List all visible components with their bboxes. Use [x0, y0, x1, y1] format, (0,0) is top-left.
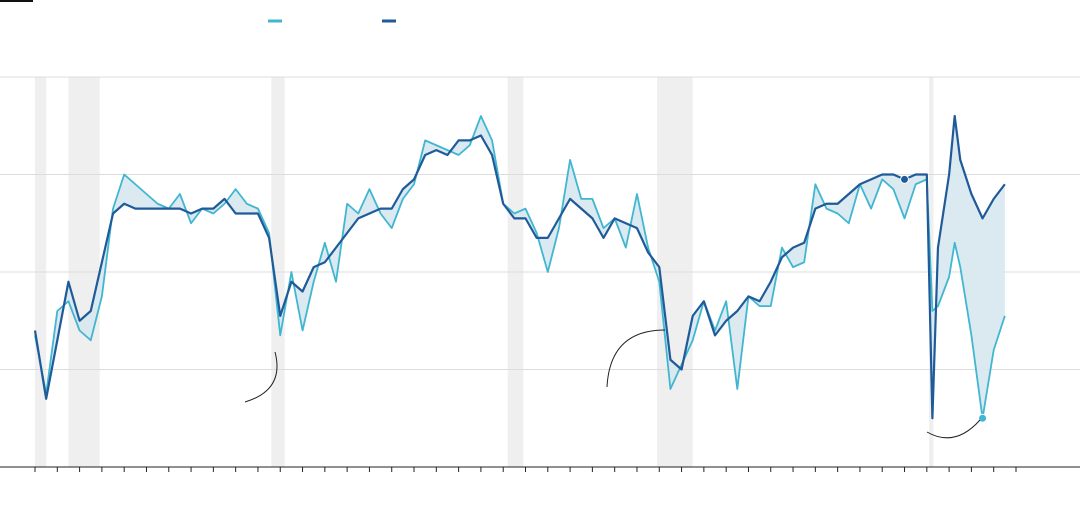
highlight-dot	[978, 413, 988, 423]
series-line	[33, 114, 1006, 420]
series-line	[34, 115, 1006, 420]
highlight-dot	[900, 174, 910, 184]
annotation-arc	[244, 351, 278, 403]
annotation-arc	[606, 329, 666, 388]
title-rule	[0, 0, 33, 2]
annotation-arc	[926, 419, 981, 439]
grid	[0, 76, 1080, 370]
plot	[33, 114, 1006, 423]
